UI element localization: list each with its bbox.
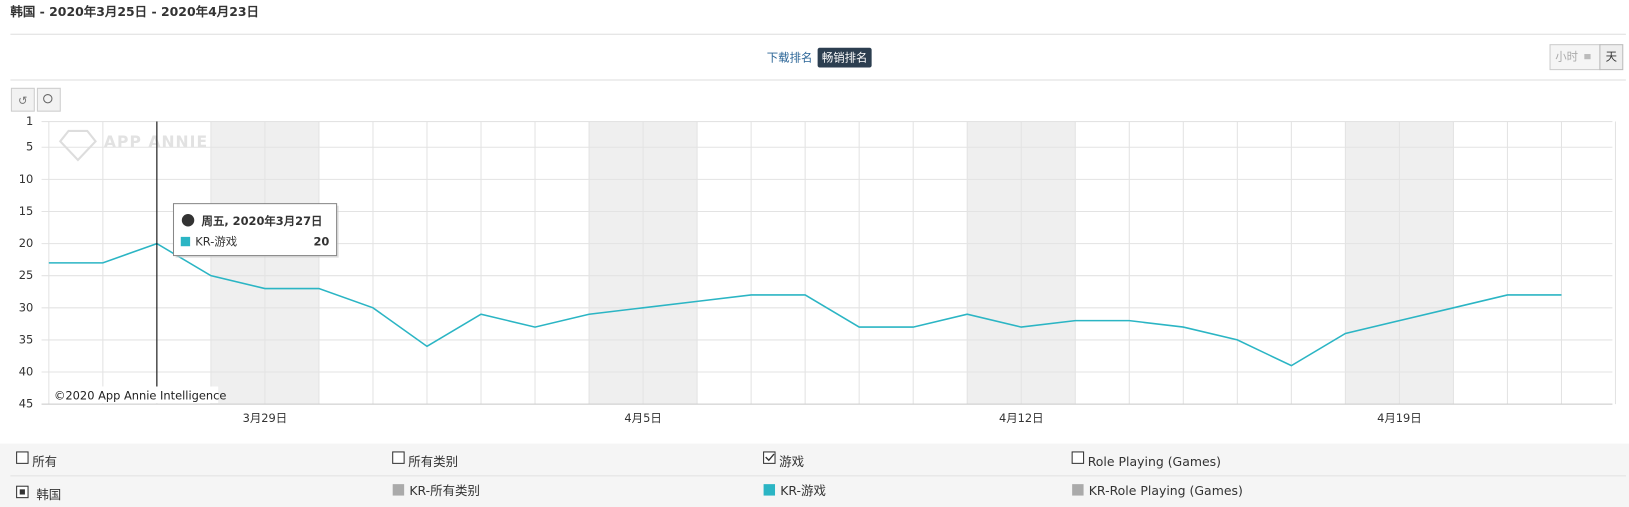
y-tick-label: 5 [26, 140, 33, 154]
filter-check[interactable] [765, 453, 775, 462]
y-tick-label: 1 [26, 114, 33, 128]
globe-icon [181, 214, 195, 227]
y-tick-label: 10 [19, 172, 34, 186]
copyright-bg [49, 386, 219, 404]
zoom-icon[interactable] [43, 94, 53, 104]
filter-checkbox[interactable] [16, 451, 29, 464]
tooltip-value: 20 [313, 235, 329, 249]
legend-label[interactable]: KR-游戏 [780, 483, 826, 498]
page-title: 韩国 - 2020年3月25日 - 2020年4月23日 [10, 4, 259, 19]
filter-label[interactable]: 所有类别 [408, 454, 458, 469]
y-tick-label: 45 [19, 397, 34, 411]
legend: 所有 所有类别 游戏 Role Playing (Games) KR-所有类别 KR-游戏… [16, 451, 1243, 498]
country-label[interactable]: 韩国 [36, 487, 61, 502]
filter-checkbox[interactable] [392, 451, 405, 464]
hour-label[interactable]: 小时 [1555, 50, 1578, 64]
y-tick-label: 30 [19, 300, 34, 314]
day-button[interactable] [1599, 44, 1624, 71]
y-tick-label: 15 [19, 204, 34, 218]
zoom-button[interactable] [36, 87, 61, 112]
reset-icon[interactable]: ↺ [18, 93, 28, 107]
series-line [48, 242, 1562, 367]
tab-active-bg[interactable] [817, 47, 872, 68]
y-tick-label: 35 [19, 332, 34, 346]
country-checkbox-fill[interactable] [19, 489, 25, 495]
copyright: ©2020 App Annie Intelligence [54, 388, 226, 402]
watermark-logo [58, 129, 97, 162]
y-tick-label: 40 [19, 365, 34, 379]
tooltip [172, 203, 338, 257]
tab-grossing[interactable]: 畅销排名 [822, 51, 868, 65]
tab-downloads[interactable]: 下载排名 [767, 51, 813, 65]
filter-label[interactable]: 游戏 [779, 454, 804, 469]
legend-swatch[interactable] [763, 484, 776, 496]
x-tick-label: 4月19日 [1377, 411, 1422, 425]
filter-checkbox[interactable] [1071, 451, 1085, 464]
reset-button[interactable] [10, 87, 35, 112]
tooltip-swatch [180, 236, 191, 247]
legend-label[interactable]: KR-所有类别 [409, 483, 480, 498]
filter-label[interactable]: 所有 [32, 454, 57, 469]
lock-icon [1584, 54, 1591, 60]
watermark: APP ANNIE [104, 133, 208, 151]
x-tick-label: 4月12日 [999, 411, 1044, 425]
legend-swatch[interactable] [392, 484, 405, 496]
filter-label[interactable]: Role Playing (Games) [1088, 454, 1221, 469]
x-tick-label: 3月29日 [243, 411, 288, 425]
tooltip-date: 周五, 2020年3月27日 [202, 214, 323, 228]
x-tick-label: 4月5日 [624, 411, 661, 425]
filter-checkbox[interactable] [763, 451, 776, 464]
legend-label[interactable]: KR-Role Playing (Games) [1089, 483, 1243, 498]
day-label[interactable]: 天 [1606, 50, 1618, 64]
legend-swatch[interactable] [1072, 484, 1084, 496]
tooltip-series: KR-游戏 [195, 235, 237, 249]
y-tick-label: 20 [19, 236, 34, 250]
y-tick-label: 25 [19, 268, 34, 282]
